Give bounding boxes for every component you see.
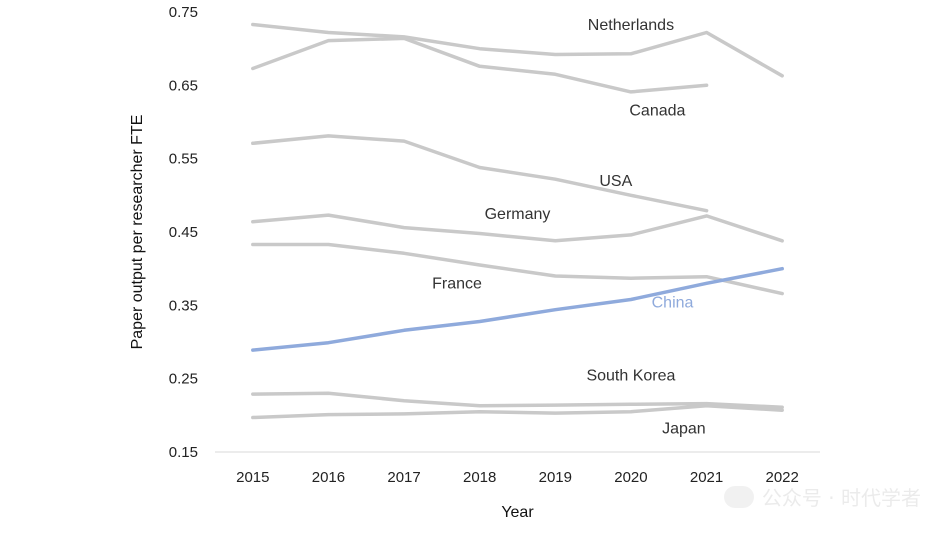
wechat-icon	[723, 485, 754, 508]
series-line-canada	[251, 36, 709, 94]
series-line-south-korea	[251, 391, 784, 410]
series-line-japan	[251, 404, 784, 420]
x-tick-label: 2016	[312, 469, 345, 486]
series-label-usa: USA	[599, 173, 632, 190]
y-tick-label: 0.15	[169, 444, 198, 461]
y-axis-ticks: 0.75 0.65 0.55 0.45 0.35 0.25 0.15	[169, 4, 198, 461]
y-tick-label: 0.55	[169, 151, 198, 168]
x-tick-label: 2022	[766, 469, 799, 486]
series-labels: Netherlands Canada USA Germany France China So…	[432, 17, 706, 438]
x-tick-label: 2019	[539, 469, 572, 486]
y-tick-label: 0.65	[169, 77, 198, 94]
y-tick-label: 0.75	[169, 4, 198, 21]
series-label-japan: Japan	[662, 421, 706, 438]
x-tick-label: 2020	[614, 469, 647, 486]
series-label-china: China	[652, 295, 694, 312]
y-axis-title: Paper output per researcher FTE	[129, 115, 146, 350]
watermark-text: 公众号 · 时代学者	[761, 486, 921, 510]
x-tick-label: 2021	[690, 469, 723, 486]
x-tick-label: 2017	[387, 469, 420, 486]
y-tick-label: 0.45	[169, 224, 198, 241]
series-line-china	[251, 266, 784, 352]
series-line-france	[251, 242, 784, 296]
x-axis-title: Year	[501, 504, 534, 521]
series-label-france: France	[432, 275, 482, 292]
series-label-germany: Germany	[485, 206, 551, 223]
y-tick-label: 0.25	[169, 371, 198, 388]
x-tick-label: 2015	[236, 469, 269, 486]
x-axis-ticks: 2015 2016 2017 2018 2019 2020 2021 2022	[236, 469, 799, 486]
watermark: 公众号 · 时代学者	[723, 482, 921, 511]
series-line-usa	[251, 134, 709, 213]
series-label-netherlands: Netherlands	[588, 17, 674, 34]
series-label-south-korea: South Korea	[586, 367, 675, 384]
series-line-germany	[251, 213, 784, 243]
y-tick-label: 0.35	[169, 297, 198, 314]
series-label-canada: Canada	[629, 103, 685, 120]
series-lines	[251, 22, 784, 420]
series-line-netherlands	[251, 22, 784, 78]
x-tick-label: 2018	[463, 469, 496, 486]
